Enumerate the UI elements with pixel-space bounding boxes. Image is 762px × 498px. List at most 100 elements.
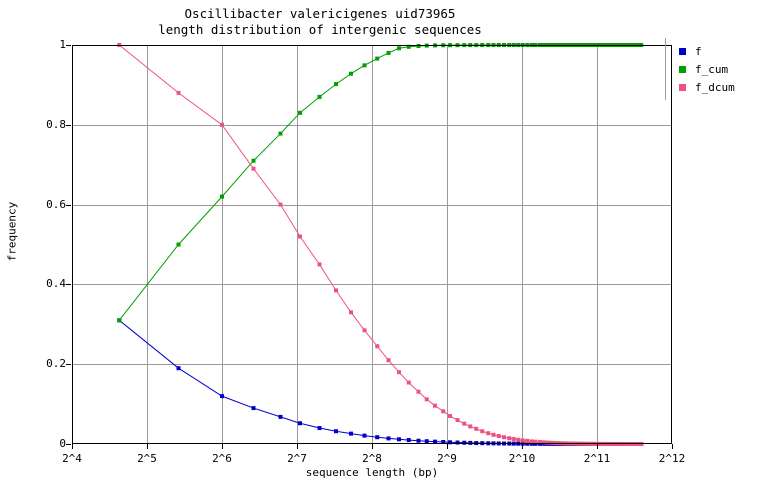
x-tick-mark — [297, 444, 298, 449]
data-point — [441, 409, 446, 414]
data-point — [416, 44, 421, 48]
data-point — [632, 442, 637, 446]
data-point — [416, 389, 421, 394]
x-tick-label: 2^5 — [137, 452, 157, 465]
data-point — [362, 63, 367, 68]
gridline-horizontal — [72, 284, 672, 286]
data-point — [349, 71, 353, 76]
legend-label: f — [695, 44, 702, 58]
data-point — [117, 318, 122, 323]
legend-divider — [665, 38, 666, 100]
data-point — [362, 328, 367, 333]
data-point — [468, 440, 473, 445]
data-point — [639, 442, 644, 446]
data-point — [448, 414, 452, 419]
data-point — [397, 46, 401, 51]
data-point — [474, 426, 479, 431]
data-point — [424, 397, 429, 402]
data-point — [375, 56, 380, 61]
data-point — [317, 426, 322, 431]
data-point — [625, 442, 630, 446]
data-point — [298, 110, 302, 115]
data-point — [334, 288, 338, 293]
legend-swatch-icon — [679, 65, 686, 73]
data-point — [433, 403, 437, 408]
data-point — [278, 414, 283, 419]
data-point — [623, 442, 628, 446]
x-tick-mark — [147, 444, 148, 449]
y-axis-label: frequency — [5, 201, 19, 262]
x-tick-label: 2^10 — [508, 452, 536, 465]
x-tick-label: 2^6 — [212, 452, 232, 465]
chart-title-line1: Oscillibacter valericigenes uid73965 — [184, 6, 456, 21]
data-point — [486, 431, 491, 436]
y-tick-mark — [66, 204, 71, 206]
x-tick-label: 2^11 — [583, 452, 611, 465]
data-point — [462, 440, 467, 445]
data-point — [455, 418, 460, 423]
x-tick-label: 2^9 — [437, 452, 457, 465]
data-point — [349, 310, 353, 315]
data-point — [317, 94, 322, 99]
data-point — [220, 194, 224, 199]
y-tick-mark — [66, 284, 71, 286]
data-point — [298, 234, 302, 239]
data-point — [317, 262, 322, 267]
gridline-vertical — [372, 45, 373, 444]
data-point — [637, 442, 641, 446]
data-point — [516, 437, 521, 442]
plot-frame — [72, 45, 672, 444]
legend-item-f[interactable]: f — [679, 42, 702, 60]
data-point — [176, 90, 181, 95]
x-tick-label: 2^8 — [362, 452, 382, 465]
data-point — [511, 437, 516, 442]
data-point — [397, 437, 401, 442]
data-point — [533, 439, 538, 444]
data-point — [441, 440, 446, 444]
data-point — [507, 436, 512, 441]
data-point — [375, 344, 380, 349]
x-tick-label: 2^4 — [62, 452, 82, 465]
data-point — [433, 439, 437, 444]
data-point — [525, 438, 530, 443]
data-point — [630, 442, 635, 446]
data-point — [278, 131, 283, 136]
x-tick-mark — [372, 444, 373, 449]
data-point — [491, 432, 496, 437]
data-point — [455, 440, 460, 445]
y-tick-mark — [66, 444, 71, 445]
gridline-vertical — [522, 45, 523, 444]
data-point — [349, 431, 353, 436]
grid-lines — [72, 45, 672, 444]
data-point — [538, 440, 542, 445]
gridline-horizontal — [72, 364, 672, 366]
legend-item-f_dcum[interactable]: f_dcum — [679, 78, 735, 96]
data-point — [545, 440, 550, 445]
y-tick-label: 0.2 — [46, 357, 66, 371]
legend-label: f_cum — [695, 62, 729, 76]
legend-item-f_cum[interactable]: f_cum — [679, 60, 728, 78]
gridline-horizontal — [72, 124, 672, 126]
x-tick-mark — [597, 444, 598, 449]
legend-swatch-icon — [679, 47, 686, 55]
data-point — [251, 406, 256, 411]
data-point — [502, 435, 506, 440]
y-tick-label: 0.4 — [46, 277, 66, 291]
data-point — [520, 438, 525, 443]
data-point — [298, 421, 302, 426]
y-tick-mark — [66, 124, 71, 126]
chart-title-line2: length distribution of intergenic sequen… — [158, 22, 482, 37]
y-tick-label: 0.8 — [46, 117, 66, 131]
data-point — [406, 44, 411, 49]
y-tick-label: 1 — [59, 38, 66, 51]
data-point — [386, 436, 391, 441]
gridline-vertical — [447, 45, 448, 444]
gridline-vertical — [222, 45, 223, 444]
data-point — [529, 439, 534, 444]
data-point — [251, 166, 256, 171]
data-point — [176, 366, 181, 371]
x-tick-mark — [672, 444, 673, 449]
data-point — [634, 442, 639, 446]
y-tick-mark — [66, 45, 71, 46]
